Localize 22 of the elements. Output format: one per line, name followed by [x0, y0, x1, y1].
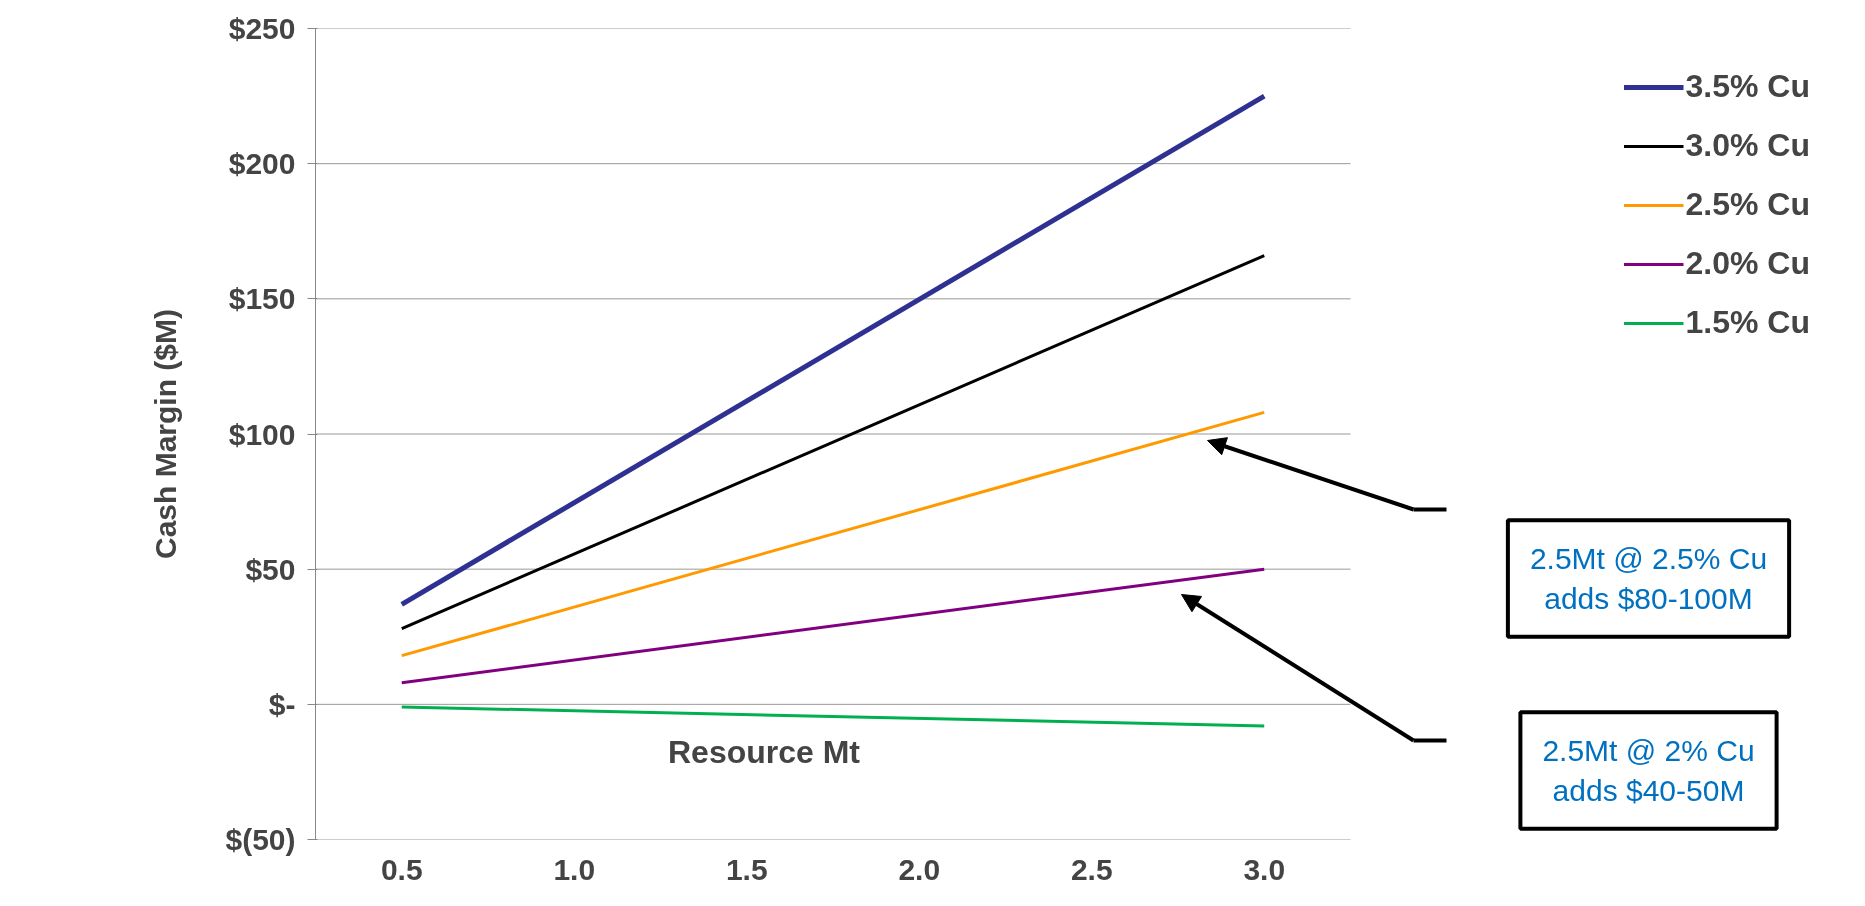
legend-label: 3.5% Cu: [1685, 68, 1810, 105]
y-tick-label: $100: [228, 417, 296, 451]
y-tick-label: $50: [245, 552, 296, 586]
x-tick-label: 0.5: [380, 852, 423, 886]
legend-label: 2.5% Cu: [1685, 186, 1810, 223]
x-tick-label: 1.5: [725, 852, 768, 886]
x-tick-label: 1.0: [553, 852, 596, 886]
legend-label: 2.0% Cu: [1685, 245, 1810, 282]
text: 2.5Mt @ 2% Cu adds $40-50M: [1542, 734, 1755, 807]
y-tick-label: $-: [268, 687, 296, 721]
y-tick-label: $250: [228, 12, 296, 45]
x-tick-label: 3.0: [1243, 852, 1286, 886]
x-tick-label: 2.5: [1070, 852, 1113, 886]
y-tick-label: $200: [228, 147, 296, 181]
x-tick-label: 2.0: [898, 852, 941, 886]
legend-label: 3.0% Cu: [1685, 127, 1810, 164]
y-axis-title: Cash Margin ($M): [149, 308, 183, 560]
legend-label: 1.5% Cu: [1685, 304, 1810, 341]
text: 2.5Mt @ 2.5% Cu adds $80-100M: [1529, 542, 1768, 615]
y-tick-label: $150: [228, 282, 296, 316]
x-axis-title: Resource Mt: [667, 733, 861, 770]
y-tick-label: $(50): [225, 823, 296, 856]
